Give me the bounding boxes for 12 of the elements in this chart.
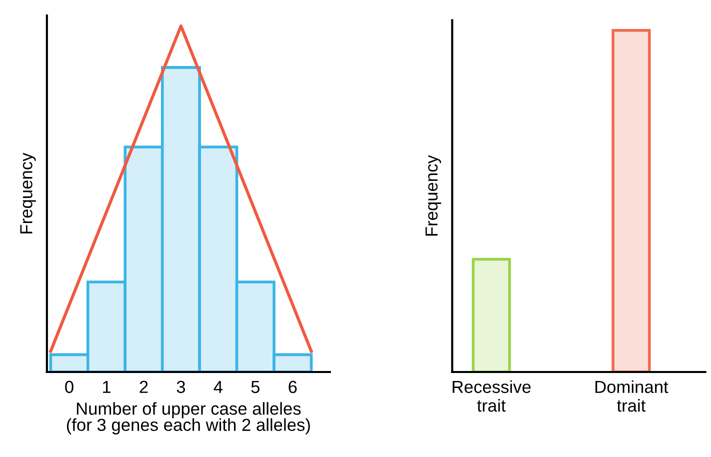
x-tick-label: Recessive trait <box>452 380 531 412</box>
x-tick-label: 1 <box>102 380 110 393</box>
x-axis-title: Number of upper case alleles (for 3 genes each with 2 alleles) <box>66 402 310 434</box>
x-tick-label: Dominant trait <box>595 380 668 412</box>
x-tick-label: 0 <box>65 380 74 394</box>
x-tick-label: 2 <box>140 380 148 393</box>
x-tick-label: 4 <box>214 380 223 393</box>
y-axis-title: Frequency <box>426 155 442 236</box>
y-axis-title: Frequency <box>20 152 36 234</box>
x-tick-label: 3 <box>176 380 186 394</box>
x-tick-label: 5 <box>251 380 260 394</box>
x-tick-label: 6 <box>288 380 297 394</box>
